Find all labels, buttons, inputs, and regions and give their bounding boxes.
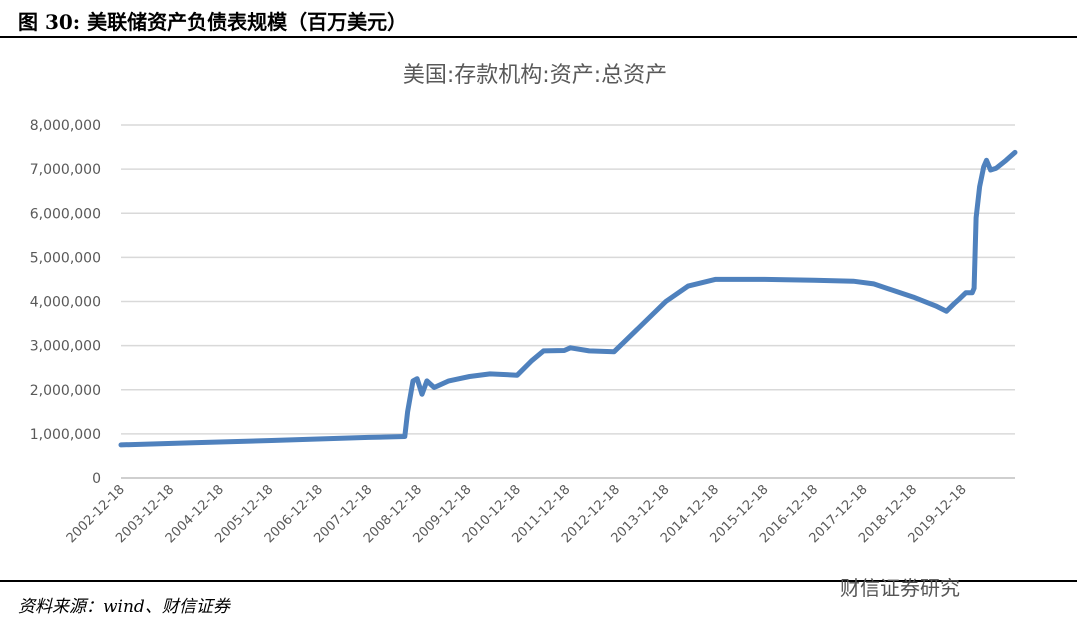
y-tick-label: 2,000,000 bbox=[30, 383, 101, 399]
y-tick-label: 0 bbox=[92, 471, 101, 487]
source-note: 资料来源：wind、财信证券 bbox=[18, 597, 230, 617]
y-tick-label: 3,000,000 bbox=[30, 339, 101, 355]
y-tick-label: 1,000,000 bbox=[30, 427, 101, 443]
y-tick-label: 6,000,000 bbox=[30, 206, 101, 222]
series-line bbox=[118, 149, 1018, 448]
line-chart: 美国:存款机构:资产:总资产 0 1,000,000 2,000,000 3,000,… bbox=[30, 63, 1018, 546]
y-tick-label: 8,000,000 bbox=[30, 118, 101, 134]
chart-title: 美国:存款机构:资产:总资产 bbox=[403, 63, 667, 88]
top-rule bbox=[0, 36, 1077, 38]
watermark: 财信证券研究 bbox=[840, 576, 960, 600]
y-tick-label: 7,000,000 bbox=[30, 162, 101, 178]
bottom-rule bbox=[0, 580, 1077, 582]
y-tick-label: 4,000,000 bbox=[30, 295, 101, 311]
figure-title: 图 30: 美联储资产负债表规模（百万美元） bbox=[18, 10, 408, 34]
y-tick-label: 5,000,000 bbox=[30, 250, 101, 266]
